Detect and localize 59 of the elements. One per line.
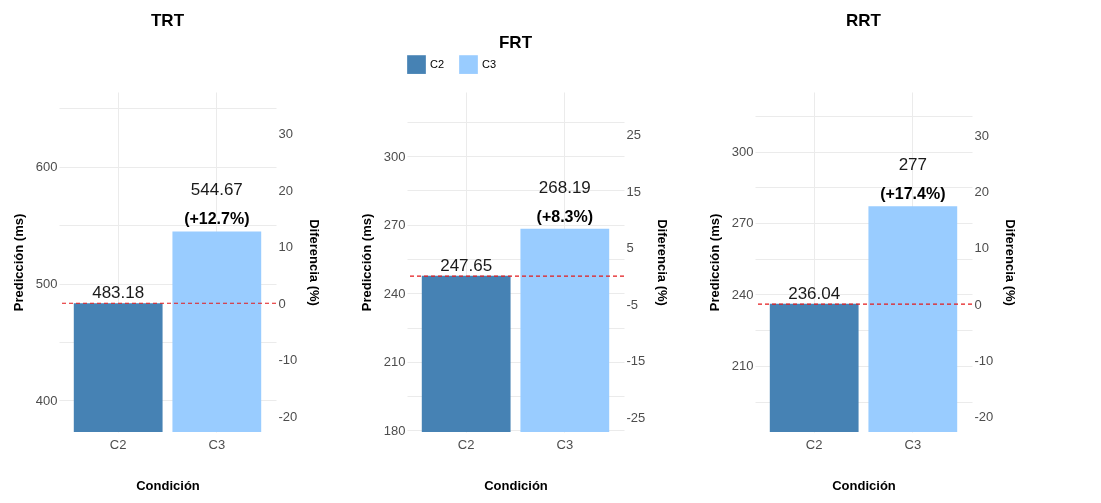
y-axis-title: Predicción (ms) bbox=[10, 213, 26, 312]
legend-label: C2 bbox=[430, 57, 445, 70]
y2-tick-label: 0 bbox=[974, 296, 982, 312]
y-axis-title: Predicción (ms) bbox=[358, 213, 374, 312]
y-tick-label: 300 bbox=[383, 148, 406, 164]
y2-tick-label: 10 bbox=[278, 239, 293, 255]
x-tick-label: C2 bbox=[805, 436, 823, 452]
annotation: (+12.7%) bbox=[184, 210, 250, 228]
y-tick-label: 500 bbox=[35, 276, 58, 292]
y2-tick-label: 30 bbox=[974, 128, 989, 144]
y-tick-label: 240 bbox=[383, 285, 406, 301]
data-label: 277 bbox=[898, 155, 928, 175]
y-axis-title: Predicción (ms) bbox=[706, 213, 722, 312]
x-axis-title: Condición bbox=[136, 477, 200, 493]
y2-tick-label: 20 bbox=[278, 182, 293, 198]
chart-title: TRT bbox=[150, 11, 185, 30]
y-tick-label: 270 bbox=[383, 217, 406, 233]
data-label: 268.19 bbox=[538, 177, 591, 197]
y-tick-label: 210 bbox=[731, 358, 754, 374]
y2-tick-label: -10 bbox=[278, 352, 298, 368]
x-tick-label: C3 bbox=[556, 436, 574, 452]
chart-title: FRT bbox=[498, 33, 533, 52]
y2-tick-label: 15 bbox=[626, 183, 641, 199]
x-tick-label: C3 bbox=[208, 436, 226, 452]
y2-tick-label: 20 bbox=[974, 184, 989, 200]
y2-tick-label: 25 bbox=[626, 127, 641, 143]
y2-axis-title: Diferencia (%) bbox=[1003, 219, 1019, 306]
y2-tick-label: -20 bbox=[974, 408, 994, 424]
annotation: (+17.4%) bbox=[880, 185, 946, 203]
y2-tick-label: 5 bbox=[626, 240, 634, 256]
data-label: 236.04 bbox=[788, 283, 841, 303]
y-tick-label: 600 bbox=[35, 159, 58, 175]
data-label: 544.67 bbox=[190, 180, 243, 200]
y2-tick-label: -15 bbox=[626, 353, 646, 369]
y2-tick-label: -5 bbox=[626, 296, 639, 312]
y2-axis-title: Diferencia (%) bbox=[655, 219, 671, 306]
y-tick-label: 400 bbox=[35, 392, 58, 408]
y2-tick-label: -20 bbox=[278, 408, 298, 424]
y2-axis-title: Diferencia (%) bbox=[307, 219, 323, 306]
y-tick-label: 270 bbox=[731, 215, 754, 231]
x-axis-title: Condición bbox=[832, 477, 896, 493]
y2-tick-label: 30 bbox=[278, 126, 293, 142]
data-label: 247.65 bbox=[440, 255, 493, 275]
y2-tick-label: 0 bbox=[278, 295, 286, 311]
annotation: (+8.3%) bbox=[536, 207, 594, 225]
y-tick-label: 180 bbox=[383, 422, 406, 438]
y2-tick-label: 10 bbox=[974, 240, 989, 256]
y2-tick-label: -10 bbox=[974, 352, 994, 368]
legend-label: C3 bbox=[482, 57, 497, 70]
y-tick-label: 210 bbox=[383, 354, 406, 370]
data-label: 483.18 bbox=[92, 283, 145, 303]
x-tick-label: C2 bbox=[457, 436, 475, 452]
chart-title: RRT bbox=[846, 11, 882, 30]
y-tick-label: 240 bbox=[731, 286, 754, 302]
y2-tick-label: -25 bbox=[626, 409, 646, 425]
x-tick-label: C3 bbox=[904, 436, 922, 452]
y-tick-label: 300 bbox=[731, 144, 754, 160]
x-tick-label: C2 bbox=[109, 436, 127, 452]
x-axis-title: Condición bbox=[484, 477, 548, 493]
